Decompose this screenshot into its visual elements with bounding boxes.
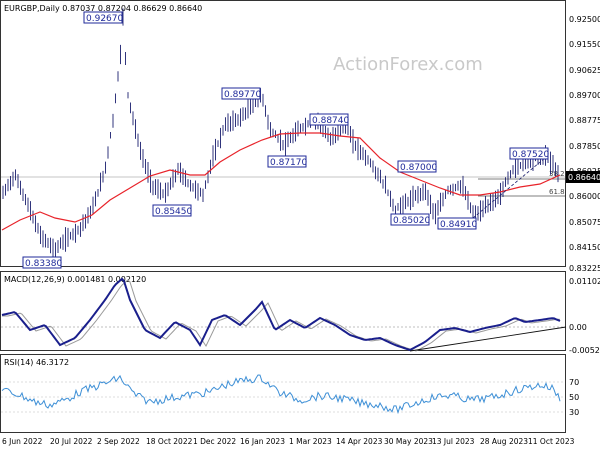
label-0.87170: 0.87170	[267, 155, 307, 168]
svg-text:0.89770: 0.89770	[224, 90, 261, 100]
label-0.84910: 0.84910	[437, 217, 477, 230]
x-tick: 1 Mar 2023	[289, 437, 332, 446]
y-tick: 0.86000	[569, 192, 600, 201]
x-tick: 13 Jul 2023	[432, 437, 475, 446]
x-tick: 28 Aug 2023	[480, 437, 528, 446]
moving-average-line	[1, 132, 561, 231]
y-tick: 0.83225	[569, 264, 600, 273]
y-tick: 0.91550	[569, 40, 600, 49]
x-tick: 14 Apr 2023	[336, 437, 383, 446]
label-0.85450: 0.85450	[152, 204, 192, 217]
macd-line	[1, 277, 561, 352]
rsi-line	[1, 374, 561, 415]
macd-y-axis: 0.011027 0.00 -0.005267	[569, 277, 600, 355]
label-0.87000: 0.87000	[397, 160, 437, 173]
svg-text:0.87520: 0.87520	[512, 150, 549, 160]
rsi-y-axis: 70 50 30	[569, 378, 579, 417]
rsi-tick: 70	[569, 378, 579, 387]
rsi-title: RSI(14) 46.3172	[4, 358, 69, 367]
y-tick: 0.88775	[569, 116, 600, 125]
macd-title: MACD(12,26,9) 0.001481 0.002120	[4, 275, 146, 284]
label-0.89770: 0.89770	[221, 87, 261, 100]
x-tick: 6 Jun 2022	[2, 437, 43, 446]
macd-trend-line	[409, 326, 567, 352]
fib-618-label: 61.8	[549, 188, 565, 196]
y-tick: 0.92500	[569, 15, 600, 24]
fib-382-label: 38.2	[549, 170, 565, 178]
label-0.92670: 0.92670	[83, 11, 123, 24]
svg-text:0.88740: 0.88740	[312, 116, 349, 126]
price-y-axis: 0.92500 0.91550 0.90625 0.89700 0.88775 …	[569, 15, 600, 273]
macd-tick: 0.011027	[569, 277, 600, 286]
x-tick: 11 Oct 2023	[528, 437, 575, 446]
y-tick: 0.84150	[569, 243, 600, 252]
svg-text:0.85020: 0.85020	[393, 216, 430, 226]
x-tick: 20 Jul 2022	[50, 437, 93, 446]
rsi-tick: 50	[569, 393, 579, 402]
macd-tick: 0.00	[569, 323, 587, 332]
svg-text:0.92670: 0.92670	[86, 14, 123, 24]
macd-tick: -0.005267	[569, 346, 600, 355]
macd-panel-frame	[0, 271, 566, 351]
label-0.87520: 0.87520	[509, 147, 549, 160]
x-tick: 16 Jan 2023	[240, 437, 285, 446]
trend-channel-line	[472, 157, 546, 219]
svg-text:0.83380: 0.83380	[25, 259, 62, 269]
watermark: ActionForex.com	[333, 54, 483, 75]
y-tick: 0.89700	[569, 91, 600, 100]
label-0.88740: 0.88740	[309, 113, 349, 126]
y-tick: 0.85075	[569, 218, 600, 227]
label-0.85020: 0.85020	[390, 213, 430, 226]
svg-text:0.85450: 0.85450	[155, 207, 192, 217]
svg-text:0.87170: 0.87170	[270, 158, 307, 168]
x-tick: 18 Oct 2022	[146, 437, 193, 446]
y-tick: 0.90625	[569, 66, 600, 75]
label-0.83380: 0.83380	[22, 256, 62, 269]
svg-text:0.87000: 0.87000	[400, 163, 437, 173]
x-tick: 2 Sep 2022	[97, 437, 140, 446]
x-tick: 30 May 2023	[384, 437, 433, 446]
price-title: EURGBP,Daily 0.87037 0.87204 0.86629 0.8…	[4, 4, 202, 13]
svg-text:0.84910: 0.84910	[440, 220, 477, 230]
current-price-marker	[566, 171, 600, 183]
x-tick: 1 Dec 2022	[193, 437, 236, 446]
x-axis: 6 Jun 2022 20 Jul 2022 2 Sep 2022 18 Oct…	[2, 437, 575, 446]
current-price-text: 0.86640	[568, 173, 600, 182]
rsi-tick: 30	[569, 408, 579, 417]
y-tick: 0.87850	[569, 142, 600, 151]
